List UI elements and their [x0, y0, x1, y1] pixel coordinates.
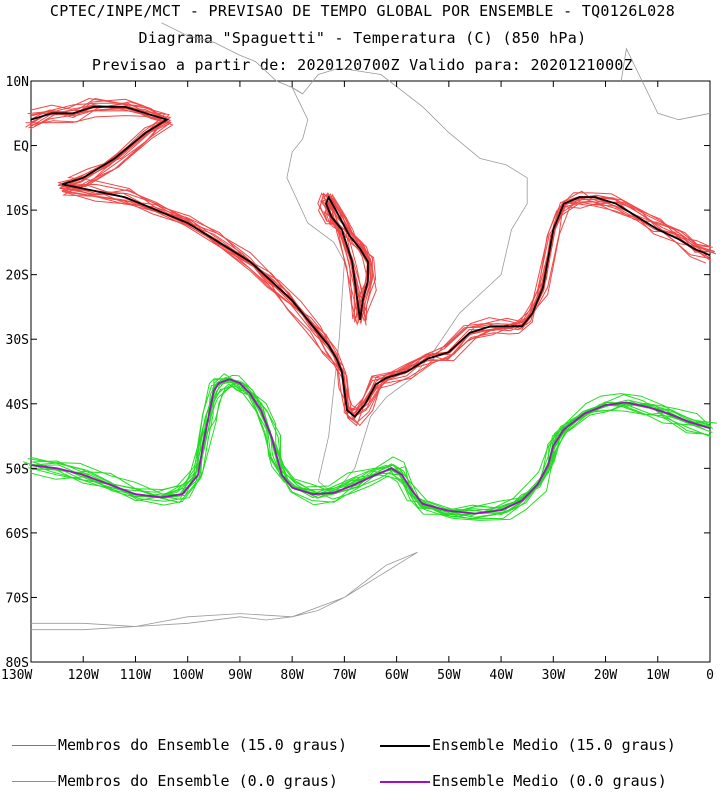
x-tick-label: 40W	[489, 668, 513, 683]
x-tick-label: 50W	[437, 668, 461, 683]
legend-swatch-members-0	[12, 781, 56, 782]
ensemble-members	[23, 97, 717, 521]
y-tick-label: 10S	[6, 204, 29, 219]
member-15-line-1-14	[327, 198, 373, 323]
x-tick-label: 60W	[385, 668, 409, 683]
x-tick-label: 20W	[594, 668, 618, 683]
central-america-outline	[161, 22, 303, 95]
member-15-line-0-3	[33, 107, 711, 418]
chart-title-line1: CPTEC/INPE/MCT - PREVISAO DE TEMPO GLOBA…	[49, 2, 676, 20]
x-tick-label: 90W	[228, 668, 252, 683]
antarctica-outline	[31, 551, 418, 631]
legend-swatch-members-15	[12, 745, 56, 746]
legend-label-mean-0: Ensemble Medio (0.0 graus)	[432, 772, 667, 790]
member-0-line-2-1	[29, 379, 707, 516]
chart-title-line2: Diagrama "Spaguetti" - Temperatura (C) (…	[138, 29, 587, 47]
legend-swatch-mean-0	[380, 781, 430, 783]
member-0-line-2-13	[28, 374, 712, 514]
member-15-line-0-13	[29, 101, 707, 420]
ensemble-mean-0-line	[30, 378, 711, 515]
y-tick-label: 80S	[6, 656, 29, 671]
y-tick-label: 10N	[6, 75, 29, 90]
south-america-outline	[286, 67, 528, 495]
legend-label-mean-15: Ensemble Medio (15.0 graus)	[432, 736, 676, 754]
y-tick-label: 30S	[6, 333, 29, 348]
x-tick-label: 120W	[68, 668, 99, 683]
x-tick-label: 80W	[280, 668, 304, 683]
africa-coast-outline	[620, 47, 711, 121]
y-tick-label: 70S	[6, 591, 29, 606]
x-tick-label: 30W	[542, 668, 566, 683]
member-15-line-1-13	[329, 193, 369, 323]
x-tick-label: 100W	[172, 668, 203, 683]
continent-outlines	[31, 22, 711, 631]
plot-frame	[30, 80, 711, 663]
legend-swatch-mean-15	[380, 745, 430, 747]
x-tick-label: 70W	[333, 668, 357, 683]
member-15-line-0-14	[29, 102, 713, 427]
ensemble-means	[30, 105, 711, 515]
ensemble-mean-15-line-0	[30, 105, 711, 418]
legend-label-members-15: Membros do Ensemble (15.0 graus)	[58, 736, 347, 754]
y-tick-label: 20S	[6, 269, 29, 284]
y-tick-label: EQ	[13, 140, 29, 155]
y-tick-label: 60S	[6, 527, 29, 542]
x-tick-label: 110W	[120, 668, 151, 683]
x-tick-label: 130W	[1, 668, 32, 683]
x-tick-label: 10W	[646, 668, 670, 683]
y-tick-label: 50S	[6, 462, 29, 477]
chart-title-line3: Previsao a partir de: 2020120700Z Valido…	[91, 56, 634, 74]
member-0-line-2-14	[27, 385, 707, 521]
ensemble-mean-15-line-1	[325, 195, 369, 321]
y-tick-label: 40S	[6, 398, 29, 413]
x-tick-label: 0	[706, 668, 714, 683]
legend-label-members-0: Membros do Ensemble (0.0 graus)	[58, 772, 338, 790]
